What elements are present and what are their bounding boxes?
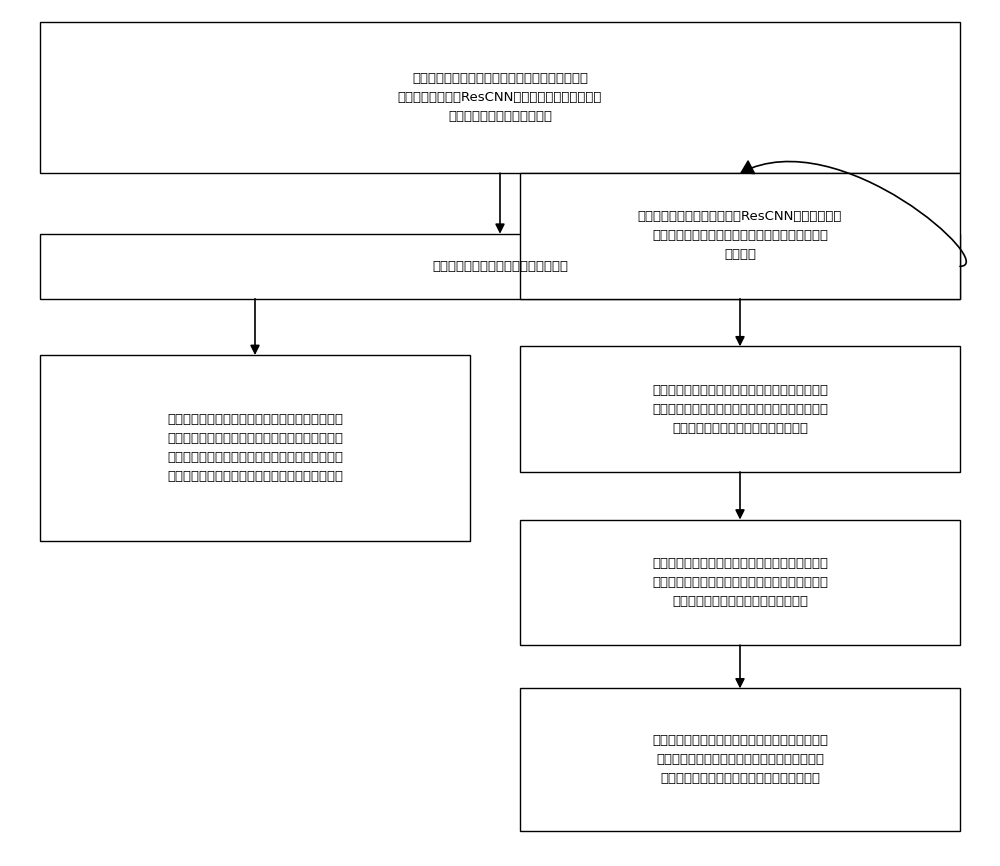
Text: 对所述说话人确认端到端网络进行训练: 对所述说话人确认端到端网络进行训练 bbox=[432, 260, 568, 273]
FancyBboxPatch shape bbox=[40, 22, 960, 173]
FancyArrowPatch shape bbox=[741, 161, 966, 267]
Text: 构建说话人确认端到端网络，所述说话人确认端到
端网络包括前端的ResCNN残差卷积神经网络模型和
后端的阈值再加权注意力模型: 构建说话人确认端到端网络，所述说话人确认端到 端网络包括前端的ResCNN残差卷… bbox=[398, 72, 602, 123]
Text: 从经加以权重的所述多个目标语音帧级别特征中剔
除小于或等于预设权重平均值的目标语音帧级别特
征，从而得到多个关键语音帧级别特征: 从经加以权重的所述多个目标语音帧级别特征中剔 除小于或等于预设权重平均值的目标语… bbox=[652, 557, 828, 608]
FancyBboxPatch shape bbox=[520, 173, 960, 299]
FancyBboxPatch shape bbox=[520, 520, 960, 645]
FancyBboxPatch shape bbox=[520, 346, 960, 472]
Text: 通过所述阈值再加权注意力模型从所述多个语音帧
级别特征中提取出多个目标语音帧级别特征，并对
所述多个目标语音帧级别特征加以权重: 通过所述阈值再加权注意力模型从所述多个语音帧 级别特征中提取出多个目标语音帧级别… bbox=[652, 384, 828, 435]
Text: 将多个语音训练样本输入所述ResCNN残差卷积神经
网络模型中，得到每个语音训练样本的多个语音帧
级别特征: 将多个语音训练样本输入所述ResCNN残差卷积神经 网络模型中，得到每个语音训练… bbox=[638, 210, 842, 262]
FancyBboxPatch shape bbox=[40, 234, 960, 299]
FancyBboxPatch shape bbox=[520, 688, 960, 831]
FancyBboxPatch shape bbox=[40, 355, 470, 541]
Text: 分别对属于同一语音训练样本的所述多个关键语音
帧级别特征进行加权平均处理，得到句子级别特
征，完成对所述说话人确认端到端网络的训练: 分别对属于同一语音训练样本的所述多个关键语音 帧级别特征进行加权平均处理，得到句… bbox=[652, 734, 828, 785]
Text: 将测试语音输入经训练后的说话人确认端到端网络
中，得到测试语音句子级别特征，并比较所述测试
语音句子级别特征和预先得到的注册语音句子级别
特征，根据比较结果以确: 将测试语音输入经训练后的说话人确认端到端网络 中，得到测试语音句子级别特征，并比… bbox=[167, 413, 343, 483]
